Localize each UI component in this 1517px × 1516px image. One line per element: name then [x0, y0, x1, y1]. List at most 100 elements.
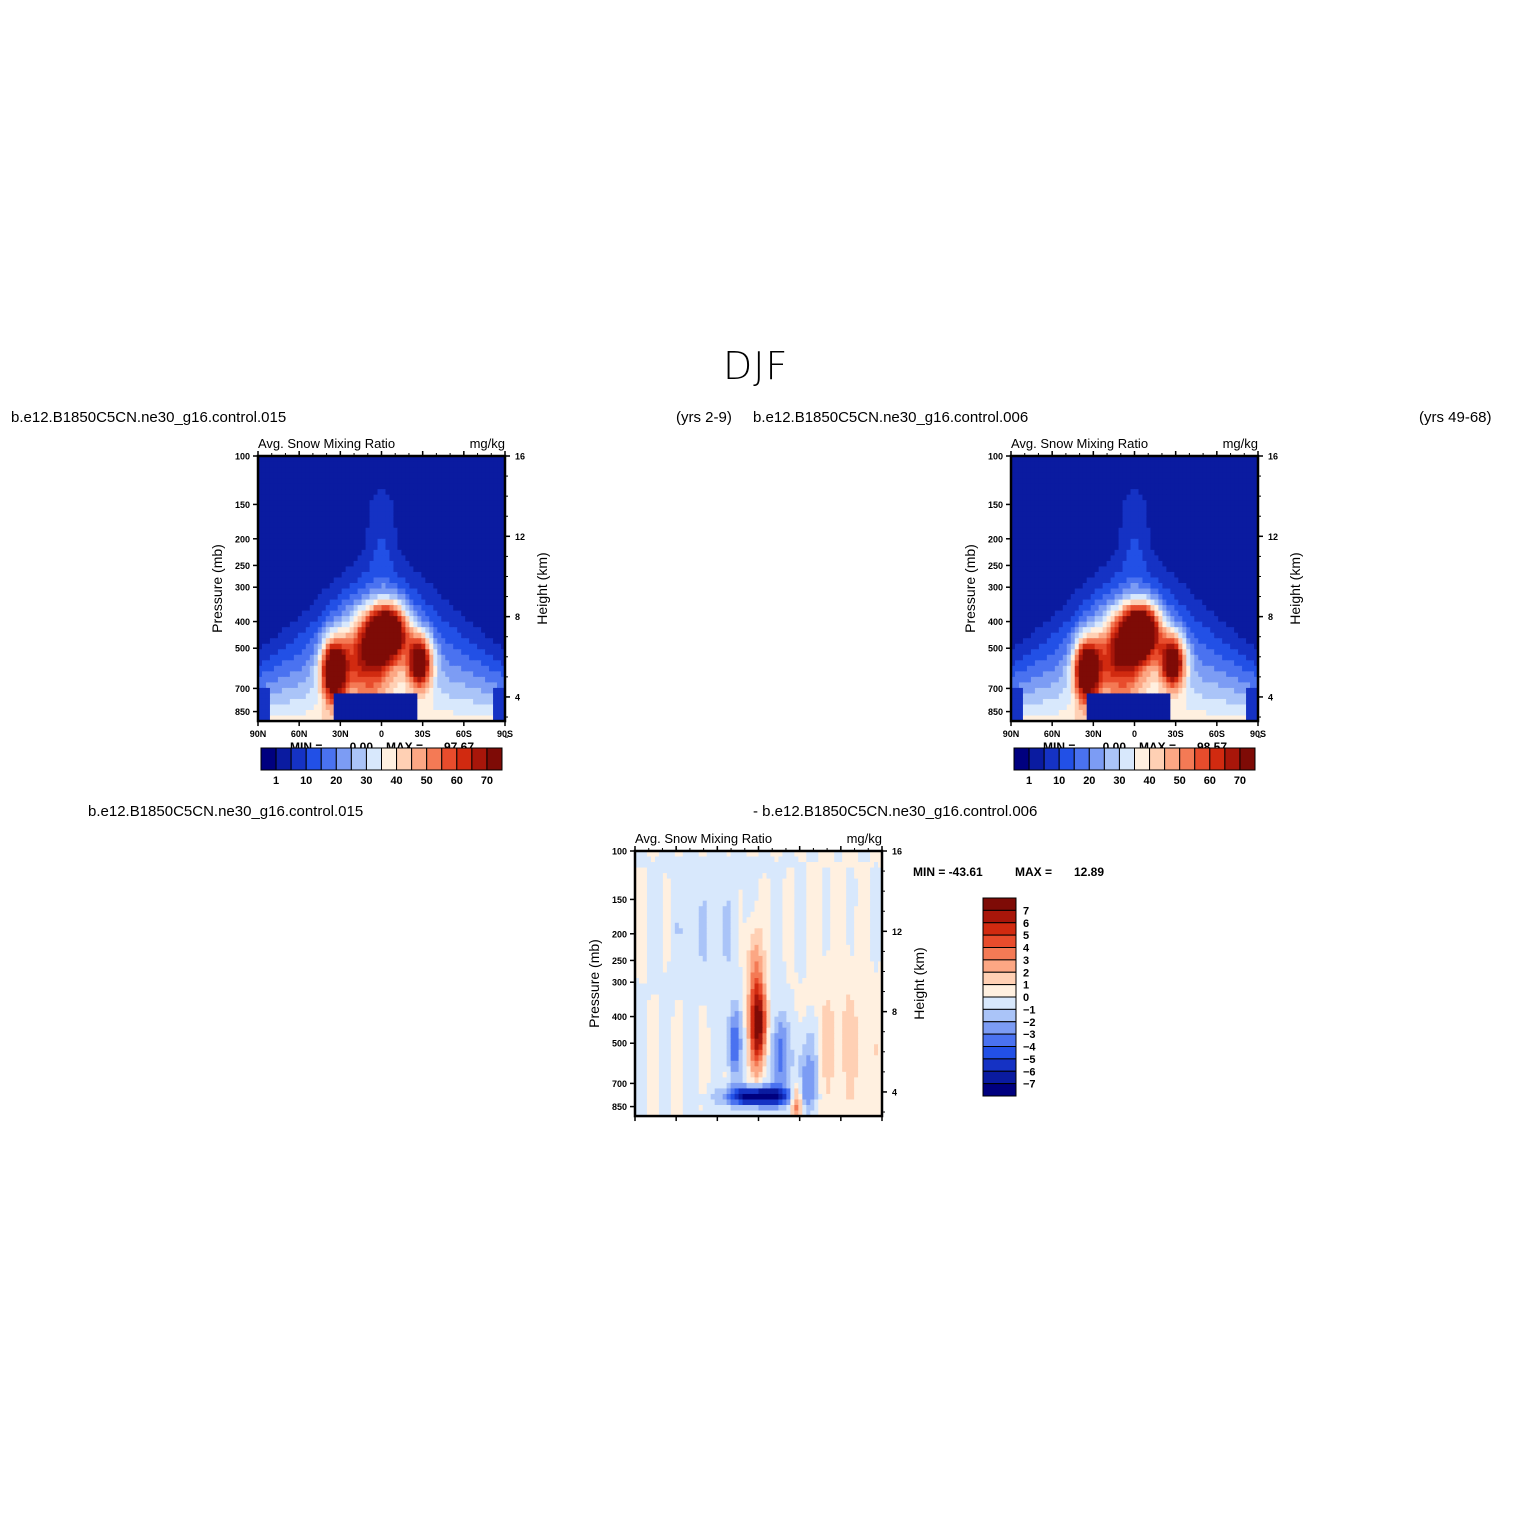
contour-cell — [1170, 616, 1175, 623]
contour-cell — [289, 649, 295, 656]
contour-cell — [465, 505, 470, 512]
contour-cell — [321, 588, 327, 595]
contour-cell — [1190, 478, 1195, 485]
contour-cell — [485, 605, 490, 612]
contour-cell — [493, 483, 498, 490]
contour-cell — [1014, 594, 1020, 601]
contour-cell — [285, 461, 291, 468]
contour-cell — [393, 643, 399, 650]
contour-cell — [273, 538, 279, 545]
contour-cell — [1078, 605, 1084, 612]
contour-cell — [297, 671, 303, 678]
contour-cell — [437, 505, 442, 512]
contour-cell — [433, 489, 438, 496]
contour-cell — [497, 566, 502, 573]
contour-cell — [341, 566, 347, 573]
contour-cell — [1054, 472, 1060, 479]
contour-cell — [345, 676, 351, 683]
contour-cell — [1110, 566, 1116, 573]
contour-cell — [429, 549, 434, 556]
contour-cell — [393, 483, 399, 490]
contour-cell — [1110, 582, 1116, 590]
contour-cell — [269, 527, 275, 534]
contour-cell — [381, 610, 387, 617]
contour-cell — [425, 456, 430, 463]
contour-cell — [1238, 456, 1243, 463]
contour-cell — [313, 511, 319, 518]
contour-cell — [1090, 467, 1096, 474]
contour-cell — [1118, 544, 1124, 551]
contour-cell — [1082, 560, 1088, 568]
contour-cell — [265, 538, 271, 545]
contour-cell — [1226, 555, 1231, 562]
contour-cell — [345, 511, 351, 518]
contour-cell — [1218, 605, 1223, 612]
contour-cell — [1134, 478, 1140, 485]
contour-cell — [1222, 577, 1227, 584]
contour-cell — [437, 549, 442, 556]
contour-cell — [353, 687, 359, 695]
contour-cell — [321, 505, 327, 512]
contour-cell — [1050, 605, 1056, 612]
contour-cell — [1126, 494, 1132, 501]
contour-cell — [353, 555, 359, 562]
contour-cell — [281, 709, 287, 717]
contour-cell — [309, 698, 315, 706]
contour-cell — [1018, 599, 1024, 606]
contour-cell — [309, 643, 315, 650]
contour-cell — [1030, 522, 1036, 529]
contour-cell — [313, 676, 319, 683]
contour-cell — [417, 660, 422, 667]
contour-cell — [349, 704, 355, 711]
contour-cell — [1242, 489, 1247, 496]
contour-cell — [381, 599, 387, 606]
contour-cell — [289, 660, 295, 667]
contour-cell — [461, 505, 466, 512]
contour-cell — [485, 621, 490, 628]
contour-cell — [1058, 571, 1064, 579]
contour-cell — [477, 533, 482, 540]
contour-cell — [1178, 577, 1183, 584]
contour-cell — [389, 682, 395, 689]
contour-cell — [1162, 621, 1167, 628]
contour-cell — [1122, 483, 1128, 490]
contour-cell — [445, 456, 450, 463]
contour-cell — [1254, 489, 1259, 496]
contour-cell — [345, 715, 351, 722]
contour-cell — [1062, 511, 1068, 518]
contour-cell — [493, 456, 498, 463]
contour-cell — [361, 555, 367, 562]
contour-cell — [1018, 522, 1024, 529]
contour-cell — [349, 627, 355, 634]
contour-cell — [1250, 582, 1255, 590]
contour-cell — [1198, 549, 1203, 556]
contour-cell — [389, 538, 395, 545]
contour-cell — [469, 588, 474, 595]
contour-cell — [277, 560, 283, 568]
contour-cell — [1214, 478, 1219, 485]
contour-cell — [437, 516, 442, 523]
contour-cell — [1038, 582, 1044, 590]
contour-cell — [377, 599, 383, 606]
contour-cell — [1126, 616, 1132, 623]
contour-cell — [1094, 599, 1100, 606]
contour-cell — [333, 632, 339, 639]
contour-cell — [405, 560, 410, 568]
contour-cell — [1186, 582, 1191, 590]
contour-cell — [1238, 527, 1243, 534]
contour-cell — [281, 527, 287, 534]
contour-cell — [489, 500, 494, 507]
contour-cell — [1154, 494, 1160, 501]
contour-cell — [1170, 599, 1175, 606]
contour-cell — [301, 505, 307, 512]
contour-cell — [413, 599, 418, 606]
contour-cell — [1082, 467, 1088, 474]
contour-cell — [421, 715, 426, 722]
contour-cell — [353, 588, 359, 595]
contour-cell — [465, 461, 470, 468]
contour-cell — [437, 527, 442, 534]
contour-cell — [269, 560, 275, 568]
contour-cell — [285, 599, 291, 606]
y-right-tick-label: 8 — [515, 612, 520, 622]
contour-cell — [377, 516, 383, 523]
